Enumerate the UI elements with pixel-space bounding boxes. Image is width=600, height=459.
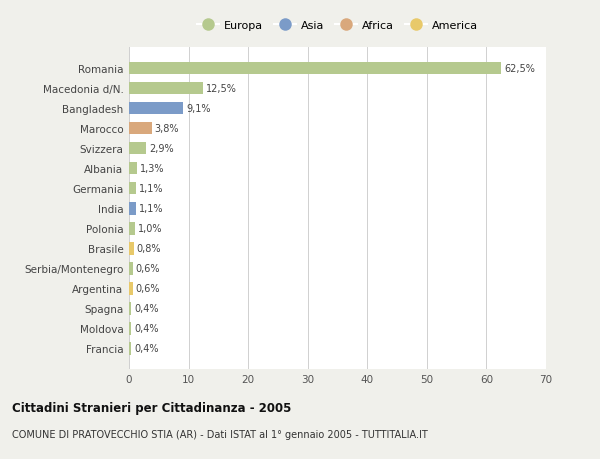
Bar — [129, 162, 137, 175]
Bar — [129, 63, 502, 75]
Bar — [129, 342, 131, 355]
Text: 2,9%: 2,9% — [149, 144, 174, 154]
Text: 1,3%: 1,3% — [140, 164, 164, 174]
Text: 0,4%: 0,4% — [134, 344, 159, 354]
Bar — [129, 263, 133, 275]
Bar — [129, 302, 131, 315]
Bar — [129, 223, 135, 235]
Text: 0,8%: 0,8% — [137, 244, 161, 254]
Bar — [129, 243, 134, 255]
Text: 1,1%: 1,1% — [139, 184, 163, 194]
Bar — [129, 203, 136, 215]
Bar — [129, 103, 183, 115]
Bar — [129, 183, 136, 195]
Text: 9,1%: 9,1% — [186, 104, 211, 114]
Bar — [129, 83, 203, 95]
Text: COMUNE DI PRATOVECCHIO STIA (AR) - Dati ISTAT al 1° gennaio 2005 - TUTTITALIA.IT: COMUNE DI PRATOVECCHIO STIA (AR) - Dati … — [12, 429, 428, 439]
Text: 1,0%: 1,0% — [138, 224, 163, 234]
Text: 62,5%: 62,5% — [504, 64, 535, 74]
Text: 0,4%: 0,4% — [134, 304, 159, 314]
Bar — [129, 283, 133, 295]
Text: Cittadini Stranieri per Cittadinanza - 2005: Cittadini Stranieri per Cittadinanza - 2… — [12, 402, 292, 414]
Text: 0,4%: 0,4% — [134, 324, 159, 334]
Text: 3,8%: 3,8% — [155, 124, 179, 134]
Legend: Europa, Asia, Africa, America: Europa, Asia, Africa, America — [193, 17, 482, 36]
Bar — [129, 143, 146, 155]
Bar — [129, 123, 152, 135]
Text: 12,5%: 12,5% — [206, 84, 238, 94]
Text: 0,6%: 0,6% — [136, 284, 160, 294]
Bar — [129, 323, 131, 335]
Text: 0,6%: 0,6% — [136, 264, 160, 274]
Text: 1,1%: 1,1% — [139, 204, 163, 214]
